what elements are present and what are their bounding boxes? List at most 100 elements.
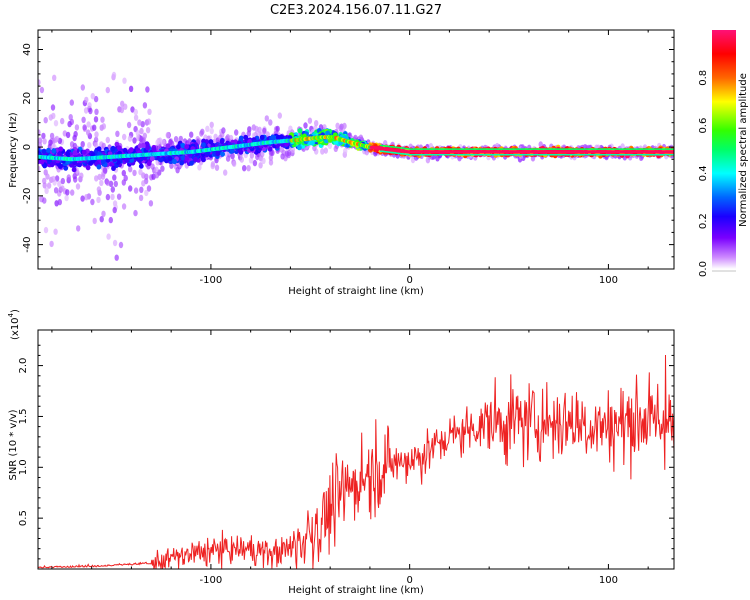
heatmap-cell [151,146,157,152]
heatmap-cell [101,210,106,217]
heatmap-cell [135,134,141,142]
heatmap-cell [314,120,319,127]
heatmap-cell [85,165,91,171]
heatmap-cell [108,180,114,187]
heatmap-cell [297,145,302,151]
heatmap-cell [303,122,308,129]
heatmap-cell [46,147,51,153]
heatmap-cell [81,149,87,155]
heatmap-cell [142,102,148,109]
heatmap-cell [144,189,149,197]
heatmap-cell [105,179,110,186]
heatmap-cell [87,142,92,149]
heatmap-cell [145,145,151,151]
heatmap-cell [118,241,124,249]
heatmap-cell [229,148,235,154]
heatmap-cell [155,139,160,146]
heatmap-cell [154,166,159,173]
heatmap-cell [167,155,173,162]
heatmap-cell [119,106,125,114]
heatmap-cell [268,159,274,166]
heatmap-cell [100,158,106,165]
heatmap-cell [146,185,152,192]
heatmap-cell [87,102,92,109]
heatmap-cell [130,106,135,113]
heatmap-cell [160,165,165,172]
heatmap-cell [165,143,171,149]
heatmap-cell [70,189,75,196]
heatmap-cell [41,148,47,154]
heatmap-cell [81,116,86,124]
heatmap-cell [280,153,285,160]
spectrogram-heatmap [38,71,674,261]
heatmap-cell [248,157,254,164]
heatmap-cell [93,95,99,103]
heatmap-cell [84,194,89,201]
heatmap-cell [158,157,164,163]
heatmap-cell [66,174,72,181]
heatmap-cell [193,156,198,163]
heatmap-cell [264,115,269,122]
heatmap-cell [230,153,235,160]
heatmap-cell [139,127,144,135]
heatmap-cell [242,165,247,172]
heatmap-cell [111,165,116,171]
heatmap-cell [133,108,138,116]
heatmap-cell [38,195,43,203]
heatmap-cell [96,146,102,152]
heatmap-cell [189,160,194,166]
heatmap-cell [123,174,128,182]
heatmap-cell [92,124,97,131]
heatmap-cell [48,139,53,146]
heatmap-cell [110,186,116,193]
heatmap-cell [246,130,251,137]
heatmap-cell [42,177,47,185]
heatmap-cell [128,185,133,192]
heatmap-cell [79,172,84,179]
heatmap-cell [139,186,144,193]
heatmap-cell [133,187,139,194]
heatmap-cell [128,85,134,93]
heatmap-cell [138,168,143,176]
heatmap-cell [179,160,185,166]
heatmap-cell [151,173,156,180]
heatmap-cell [49,132,55,140]
heatmap-cell [127,135,133,142]
heatmap-cell [342,122,347,130]
heatmap-cell [114,254,119,261]
heatmap-cell [169,162,174,169]
heatmap-cell [110,193,115,201]
heatmap-cell [297,128,303,134]
heatmap-cell [145,86,150,93]
heatmap-cell [88,160,94,166]
heatmap-cell [84,96,89,104]
heatmap-cell [80,84,86,91]
heatmap-cell [96,186,102,193]
heatmap-cell [96,196,101,204]
heatmap-cell [88,107,93,115]
heatmap-cell [39,86,45,94]
heatmap-cell [124,157,129,163]
heatmap-cell [323,147,328,154]
heatmap-cell [112,239,118,247]
heatmap-cell [133,114,139,121]
heatmap-cell [238,135,244,141]
heatmap-cell [93,141,99,149]
heatmap-cell [335,122,340,129]
heatmap-cell [94,131,99,138]
heatmap-cell [180,142,186,149]
heatmap-cell [121,169,127,177]
heatmap-cell [64,194,69,202]
heatmap-cell [53,120,59,127]
heatmap-cell [122,77,127,84]
heatmap-cell [71,167,77,173]
heatmap-cell [50,104,56,111]
heatmap-cell [246,165,251,172]
heatmap-cell [101,123,107,130]
heatmap-cell [261,157,266,164]
chart-title: C2E3.2024.156.07.11.G27 [270,3,442,18]
heatmap-cell [128,147,134,153]
heatmap-cell [169,140,175,147]
heatmap-cell [343,147,348,155]
